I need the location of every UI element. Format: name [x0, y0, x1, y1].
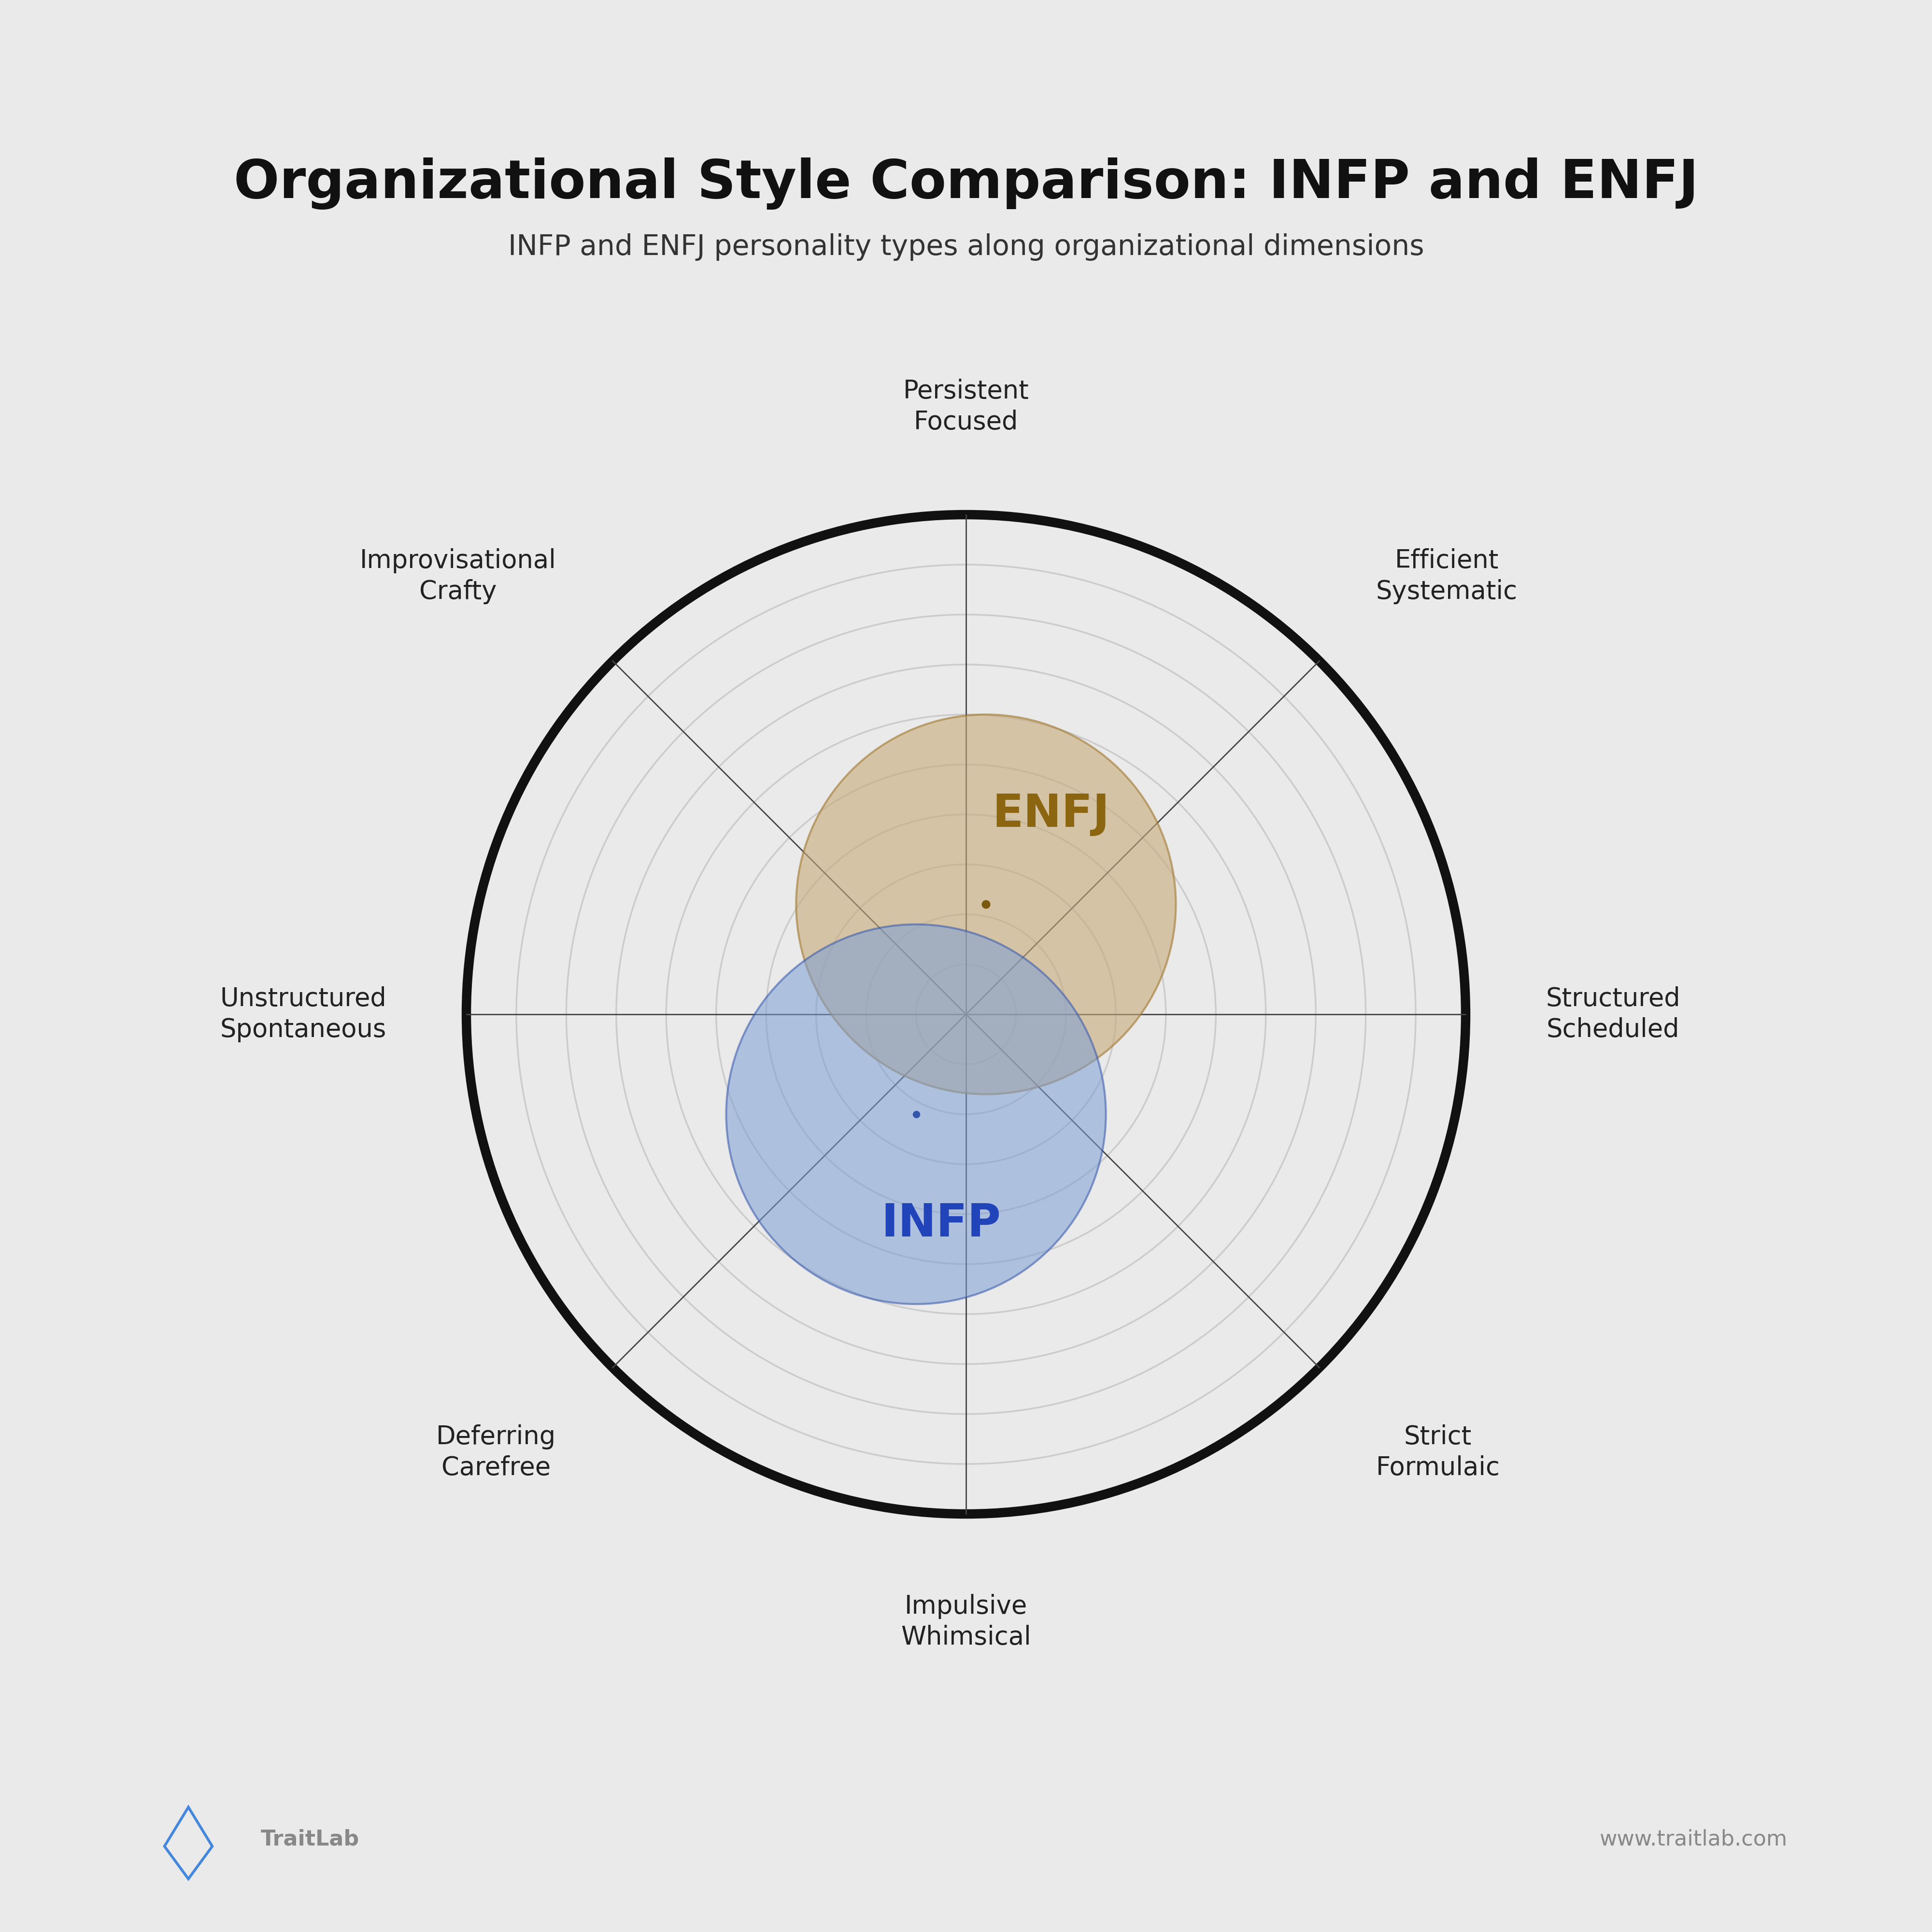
- Text: Strict
Formulaic: Strict Formulaic: [1376, 1424, 1499, 1480]
- Text: INFP and ENFJ personality types along organizational dimensions: INFP and ENFJ personality types along or…: [508, 234, 1424, 261]
- Circle shape: [796, 715, 1177, 1094]
- Text: Efficient
Systematic: Efficient Systematic: [1376, 549, 1517, 605]
- Circle shape: [726, 923, 1105, 1304]
- Text: Deferring
Carefree: Deferring Carefree: [437, 1424, 556, 1480]
- Text: Structured
Scheduled: Structured Scheduled: [1546, 985, 1681, 1043]
- Text: ENFJ: ENFJ: [993, 792, 1109, 837]
- Text: INFP: INFP: [881, 1202, 1001, 1246]
- Text: Organizational Style Comparison: INFP and ENFJ: Organizational Style Comparison: INFP an…: [234, 158, 1698, 209]
- Text: Unstructured
Spontaneous: Unstructured Spontaneous: [220, 985, 386, 1043]
- Text: Impulsive
Whimsical: Impulsive Whimsical: [900, 1594, 1032, 1650]
- Text: TraitLab: TraitLab: [261, 1830, 359, 1849]
- Text: Persistent
Focused: Persistent Focused: [902, 379, 1030, 435]
- Text: www.traitlab.com: www.traitlab.com: [1600, 1830, 1787, 1849]
- Text: Improvisational
Crafty: Improvisational Crafty: [359, 549, 556, 605]
